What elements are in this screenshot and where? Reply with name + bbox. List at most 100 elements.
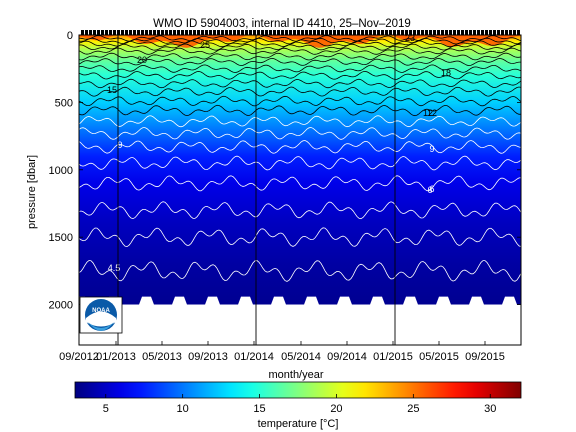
noaa-logo-text: NOAA bbox=[92, 308, 110, 314]
profile-marker bbox=[473, 30, 476, 35]
plot-frame bbox=[78, 34, 522, 346]
profile-marker bbox=[481, 30, 484, 35]
contour-label-11: 23 bbox=[405, 33, 415, 43]
profile-marker bbox=[197, 30, 200, 35]
colorbar-label: temperature [°C] bbox=[258, 418, 339, 430]
profile-marker bbox=[213, 30, 216, 35]
isotherm-4 bbox=[79, 47, 521, 55]
profile-marker bbox=[257, 30, 260, 35]
profile-marker bbox=[309, 30, 312, 35]
profile-marker bbox=[397, 30, 400, 35]
profile-marker bbox=[141, 30, 144, 35]
profile-marker bbox=[237, 30, 240, 35]
x-tick-label-2: 05/2013 bbox=[142, 351, 182, 363]
profile-marker bbox=[289, 30, 292, 35]
profile-marker bbox=[409, 30, 412, 35]
contour-label-6: 4.5 bbox=[108, 263, 121, 273]
profile-marker bbox=[317, 30, 320, 35]
profile-marker bbox=[281, 30, 284, 35]
profile-marker bbox=[329, 30, 332, 35]
profile-marker bbox=[477, 30, 480, 35]
profile-marker bbox=[433, 30, 436, 35]
isotherm-17 bbox=[79, 175, 521, 192]
profile-marker bbox=[361, 30, 364, 35]
isotherm-contours bbox=[79, 35, 521, 282]
isotherm-1 bbox=[79, 37, 521, 45]
profile-marker bbox=[341, 30, 344, 35]
colorbar-tick-label-5: 30 bbox=[484, 403, 496, 415]
profile-marker bbox=[121, 30, 124, 35]
profile-marker bbox=[269, 30, 272, 35]
profile-marker bbox=[505, 30, 508, 35]
profile-marker bbox=[453, 30, 456, 35]
profile-marker bbox=[105, 30, 108, 35]
isotherm-9 bbox=[79, 78, 521, 89]
profile-marker bbox=[225, 30, 228, 35]
profile-marker bbox=[169, 30, 172, 35]
profile-marker bbox=[357, 30, 360, 35]
isotherm-11 bbox=[79, 95, 521, 107]
profile-marker bbox=[385, 30, 388, 35]
profile-marker bbox=[297, 30, 300, 35]
isotherm-16 bbox=[79, 155, 521, 171]
profile-marker bbox=[381, 30, 384, 35]
profile-marker bbox=[261, 30, 264, 35]
profile-marker bbox=[517, 30, 520, 35]
profile-marker bbox=[337, 30, 340, 35]
profile-marker bbox=[465, 30, 468, 35]
profile-marker bbox=[445, 30, 448, 35]
profile-marker bbox=[293, 30, 296, 35]
isotherm-19 bbox=[79, 227, 521, 248]
colorbar-tick-label-1: 10 bbox=[177, 403, 189, 415]
profile-marker bbox=[205, 30, 208, 35]
year-boundary-lines bbox=[117, 35, 396, 345]
colorbar-tick-label-0: 5 bbox=[103, 403, 109, 415]
profile-marker bbox=[97, 30, 100, 35]
profile-marker bbox=[349, 30, 352, 35]
profile-marker bbox=[457, 30, 460, 35]
profile-marker bbox=[201, 30, 204, 35]
profile-marker bbox=[181, 30, 184, 35]
profile-marker bbox=[209, 30, 212, 35]
profile-marker bbox=[117, 30, 120, 35]
isotherm-13 bbox=[79, 115, 521, 128]
x-tick-label-1: 01/2013 bbox=[96, 351, 136, 363]
y-axis: 0 500 1000 1500 2000 bbox=[49, 30, 521, 312]
profile-marker bbox=[113, 30, 116, 35]
contour-label-5: 6 bbox=[427, 185, 432, 195]
profile-marker bbox=[253, 30, 256, 35]
isotherm-6 bbox=[79, 57, 521, 67]
profile-marker bbox=[353, 30, 356, 35]
isotherm-15 bbox=[79, 140, 521, 154]
isotherm-12 bbox=[79, 104, 521, 117]
profile-marker bbox=[333, 30, 336, 35]
profile-marker bbox=[345, 30, 348, 35]
profile-marker bbox=[485, 30, 488, 35]
contour-label-3: 12 bbox=[423, 108, 433, 118]
isotherm-14 bbox=[79, 127, 521, 140]
contour-label-7: 18 bbox=[441, 68, 451, 78]
x-tick-label-6: 09/2014 bbox=[327, 351, 367, 363]
profile-marker bbox=[325, 30, 328, 35]
contour-label-0: 25 bbox=[200, 40, 210, 50]
profile-marker bbox=[153, 30, 156, 35]
profile-marker bbox=[413, 30, 416, 35]
profile-marker bbox=[165, 30, 168, 35]
profile-marker bbox=[461, 30, 464, 35]
colorbar-tick-label-3: 20 bbox=[330, 403, 342, 415]
profile-marker bbox=[273, 30, 276, 35]
profile-markers bbox=[81, 30, 520, 35]
profile-marker bbox=[401, 30, 404, 35]
profile-marker bbox=[133, 30, 136, 35]
contour-label-9: 9 bbox=[429, 144, 434, 154]
profile-marker bbox=[157, 30, 160, 35]
profile-marker bbox=[389, 30, 392, 35]
profile-marker bbox=[161, 30, 164, 35]
profile-marker bbox=[393, 30, 396, 35]
profile-marker bbox=[129, 30, 132, 35]
profile-marker bbox=[185, 30, 188, 35]
profile-marker bbox=[429, 30, 432, 35]
x-tick-label-4: 01/2014 bbox=[234, 351, 274, 363]
